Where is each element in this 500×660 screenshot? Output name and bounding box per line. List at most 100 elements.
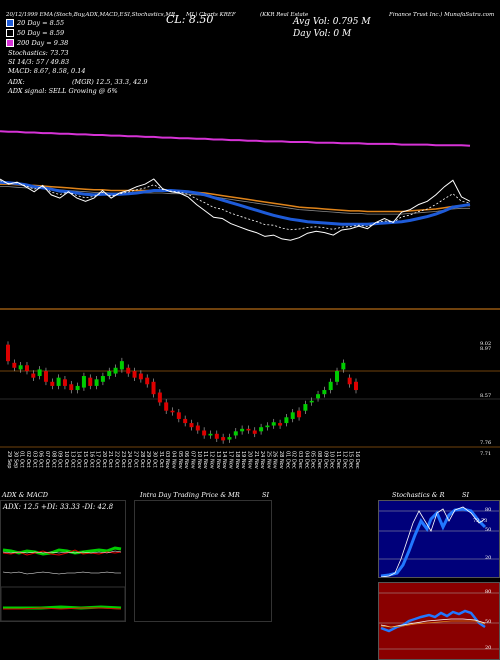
date-tick-label: 16 Dec — [354, 451, 360, 469]
header-date: 20/12/1999 EMA — [6, 12, 54, 18]
candle-body — [354, 381, 358, 391]
date-tick-label: 06 Nov — [183, 451, 189, 469]
candle-body — [278, 423, 283, 426]
candle-body — [107, 371, 112, 377]
date-tick-label: 26 Nov — [272, 451, 278, 469]
candle-body — [164, 402, 169, 411]
date-tick-label: 18 Nov — [234, 451, 240, 469]
candle-body — [335, 371, 340, 382]
ema20-swatch — [6, 19, 14, 27]
date-tick-label: 21 Nov — [253, 451, 259, 469]
candle-body — [100, 376, 105, 382]
ema200-line — [0, 130, 471, 147]
candle-body — [195, 425, 200, 431]
macd-signal-red — [3, 607, 122, 610]
adx-panel: ADX: 12.5 +DI: 33.33 -DI: 42.8 — [0, 500, 126, 622]
date-tick-label: 12 Nov — [208, 451, 214, 469]
date-tick-label: 10 Oct — [63, 451, 69, 468]
candle-body — [50, 381, 55, 386]
stoch-value: 73.73 — [473, 518, 488, 524]
candle-body — [132, 371, 137, 378]
date-tick-label: 12 Dec — [341, 451, 347, 469]
ema200-swatch — [6, 39, 14, 47]
candle-body — [126, 367, 131, 374]
adx-readout-label: ADX: — [8, 78, 25, 86]
ema50-swatch — [6, 29, 14, 37]
date-tick-label: 03 Nov — [164, 451, 170, 469]
candle-body — [43, 371, 48, 382]
date-tick-label: 28 Oct — [139, 451, 145, 468]
candle-body — [113, 367, 118, 374]
candle-body — [341, 362, 346, 370]
date-tick-label: 13 Nov — [215, 451, 221, 469]
si-tick-80: 80 — [485, 589, 492, 595]
price-line — [0, 178, 471, 241]
candle-body — [75, 385, 80, 391]
si-orange-line — [380, 620, 486, 628]
date-axis: 29 Sep 30 Sep 01 Oct 02 Oct 03 Oct 06 Oct 07 O… — [6, 451, 360, 469]
date-tick-label: 05 Dec — [310, 451, 316, 469]
header-site: Finance Trust Inc.) MunafaSutra.com — [389, 12, 495, 18]
date-tick-label: 10 Nov — [196, 451, 202, 469]
date-tick-label: 14 Oct — [76, 451, 82, 468]
candle-body — [12, 362, 17, 368]
date-tick-label: 31 Oct — [158, 451, 164, 468]
candle-body — [56, 377, 61, 386]
candle-body — [88, 377, 93, 386]
macd-signal-green — [3, 605, 122, 610]
si-lines — [379, 592, 499, 650]
ema-layer — [0, 130, 471, 241]
header-line: 20/12/1999 EMA (Stoch,Buy,ADX,MACD,E SI,… — [6, 12, 496, 20]
date-tick-label: 24 Nov — [259, 451, 265, 469]
date-tick-label: 17 Oct — [95, 451, 101, 468]
date-tick-label: 30 Oct — [152, 451, 158, 468]
date-tick-label: 24 Oct — [126, 451, 132, 468]
candle-body — [347, 377, 352, 385]
header-charts: ML) Charts KREF — [186, 12, 236, 18]
date-tick-label: 06 Oct — [38, 451, 44, 468]
candle-body — [214, 433, 219, 439]
candle-body — [183, 418, 188, 424]
date-tick-label: 16 Oct — [88, 451, 94, 468]
candle-body — [94, 379, 99, 386]
price-label-low: 7.76 — [480, 440, 492, 446]
si-panel: 80 50 20 — [378, 582, 500, 660]
candle-body — [6, 344, 10, 362]
candle-body — [297, 410, 302, 418]
macd-readout: MACD: 8.67, 8.58, 0.14 — [8, 67, 86, 75]
date-tick-label: 27 Oct — [133, 451, 139, 468]
candle-body — [240, 428, 245, 432]
date-tick-label: 09 Dec — [322, 451, 328, 469]
candle-body — [189, 423, 194, 428]
candle-body — [202, 430, 207, 436]
date-tick-label: 02 Oct — [25, 451, 31, 468]
date-tick-label: 29 Sep — [6, 451, 12, 468]
candle-body — [284, 417, 289, 424]
legend-ema20: 20 Day = 8.55 — [6, 19, 64, 27]
candle-body — [176, 412, 181, 419]
stoch-panel-title: Stochastics & R — [392, 491, 445, 499]
price-label-top2: 8.97 — [480, 346, 492, 352]
main-chart: 29 Sep 30 Sep 01 Oct 02 Oct 03 Oct 06 Oct 07 O… — [0, 130, 500, 469]
price-label-bottom: 7.71 — [480, 451, 492, 457]
date-tick-label: 07 Nov — [189, 451, 195, 469]
candle-body — [62, 379, 67, 386]
avg-volume: Avg Vol: 0.795 M — [293, 17, 371, 27]
candle-body — [31, 373, 36, 378]
intraday-panel-si: SI — [262, 491, 270, 499]
intraday-panel — [134, 500, 272, 622]
stoch-readout: Stochastics: 73.73 — [8, 49, 69, 57]
candle-body — [145, 377, 150, 385]
candle-body — [119, 361, 124, 370]
candle-body — [233, 431, 238, 436]
adx-signal: ADX signal: SELL Growing @ 6% — [8, 87, 118, 95]
date-tick-label: 01 Dec — [284, 451, 290, 469]
date-tick-label: 01 Oct — [19, 451, 25, 468]
candle-body — [322, 390, 327, 395]
candle-body — [309, 400, 314, 403]
adx-values: ADX: 12.5 +DI: 33.33 -DI: 42.8 — [3, 503, 114, 511]
date-tick-label: 08 Dec — [316, 451, 322, 469]
date-tick-label: 11 Nov — [202, 451, 208, 469]
date-tick-label: 11 Dec — [335, 451, 341, 469]
date-tick-label: 09 Oct — [57, 451, 63, 468]
